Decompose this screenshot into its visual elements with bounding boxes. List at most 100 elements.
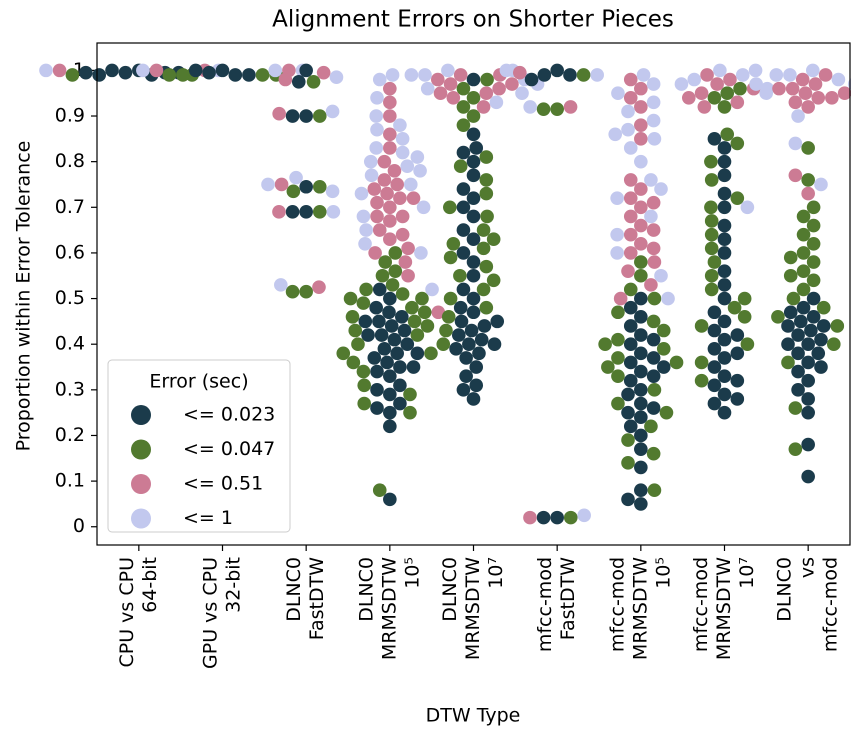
swarm-point <box>474 332 489 347</box>
swarm-point <box>420 81 435 96</box>
swarm-point <box>700 68 714 82</box>
swarm-point <box>456 246 471 260</box>
swarm-point <box>634 328 648 342</box>
swarm-point <box>707 360 722 374</box>
swarm-point <box>707 132 722 146</box>
swarm-point <box>717 351 732 365</box>
swarm-point <box>325 104 340 119</box>
swarm-point <box>403 177 418 192</box>
swarm-point <box>644 419 658 434</box>
swarm-point <box>393 378 407 393</box>
swarm-point <box>512 65 527 80</box>
swarm-point <box>456 200 471 215</box>
swarm-point <box>406 360 421 374</box>
swarm-point <box>326 205 341 219</box>
swarm-point <box>634 255 648 269</box>
swarm-point <box>383 214 397 228</box>
swarm-point <box>621 492 635 507</box>
swarm-point <box>801 437 815 452</box>
x-tick-label: 10⁵ <box>401 557 423 589</box>
y-tick-label: 0.4 <box>55 333 85 355</box>
x-axis-label: DTW Type <box>426 705 521 727</box>
swarm-point <box>634 497 648 511</box>
swarm-point <box>831 72 846 87</box>
swarm-point <box>806 237 821 251</box>
swarm-point <box>811 346 826 361</box>
swarm-point <box>476 223 491 237</box>
swarm-point <box>405 300 419 315</box>
swarm-point <box>621 264 635 278</box>
swarm-point <box>418 68 432 82</box>
swarm-point <box>707 396 722 411</box>
x-tick-label: mfcc-mod <box>606 557 628 652</box>
swarm-point <box>536 510 551 525</box>
swarm-point <box>464 323 479 338</box>
swarm-point <box>590 68 604 82</box>
swarm-point <box>390 177 404 192</box>
swarm-point <box>486 273 501 288</box>
swarm-point <box>369 109 384 123</box>
swarm-point <box>446 237 461 251</box>
swarm-point <box>611 332 625 347</box>
swarm-point <box>354 186 369 201</box>
swarm-point <box>424 346 438 361</box>
swarm-point <box>634 81 648 96</box>
swarm-point <box>377 341 392 356</box>
swarm-point <box>720 86 735 100</box>
swarm-point <box>634 383 648 397</box>
swarm-point <box>456 223 471 237</box>
swarm-point <box>312 179 327 194</box>
swarm-point <box>634 346 648 361</box>
swarm-point <box>814 332 828 347</box>
swarm-point <box>329 70 344 85</box>
swarm-point <box>717 278 732 292</box>
swarm-point <box>707 378 722 393</box>
swarm-point <box>228 68 243 82</box>
swarm-point <box>336 346 351 361</box>
legend-label: <= 0.51 <box>183 473 263 495</box>
swarm-point <box>255 68 270 82</box>
swarm-point <box>291 74 306 89</box>
swarm-point <box>395 227 410 242</box>
swarm-point <box>634 237 648 251</box>
swarm-point <box>466 255 481 269</box>
swarm-point <box>634 268 648 283</box>
swarm-point <box>456 100 471 114</box>
swarm-point <box>469 378 484 393</box>
swarm-point <box>380 355 394 370</box>
swarm-point <box>401 268 415 283</box>
swarm-point <box>623 90 638 105</box>
swarm-point <box>356 364 371 379</box>
x-tick-label: MRMSDTW <box>629 557 651 660</box>
swarm-point <box>299 63 313 78</box>
swarm-point <box>431 305 446 320</box>
legend-marker <box>131 508 151 529</box>
swarm-point <box>393 360 407 374</box>
swarm-point <box>550 102 564 116</box>
swarm-point <box>489 95 504 110</box>
swarm-point <box>610 191 624 205</box>
y-tick-label: 0.3 <box>55 378 85 400</box>
swarm-point <box>730 328 745 342</box>
swarm-point <box>661 291 675 306</box>
swarm-point <box>647 383 662 397</box>
swarm-point <box>410 150 425 164</box>
swarm-point <box>646 401 661 415</box>
swarm-point <box>466 291 481 306</box>
swarm-point <box>456 118 471 132</box>
swarm-point <box>623 246 638 260</box>
x-tick-label: 64-bit <box>139 557 161 613</box>
swarm-point <box>656 341 671 356</box>
swarm-point <box>345 310 360 324</box>
swarm-point <box>472 346 486 361</box>
swarm-point <box>717 100 732 114</box>
x-tick-label: MRMSDTW <box>713 557 735 660</box>
swarm-point <box>407 314 422 329</box>
y-tick-label: 0.7 <box>55 196 85 218</box>
swarm-point <box>717 291 732 306</box>
swarm-point <box>623 282 638 297</box>
swarm-point <box>659 405 674 420</box>
swarm-point <box>646 446 661 461</box>
swarm-point <box>611 369 625 383</box>
swarm-point <box>358 314 373 329</box>
